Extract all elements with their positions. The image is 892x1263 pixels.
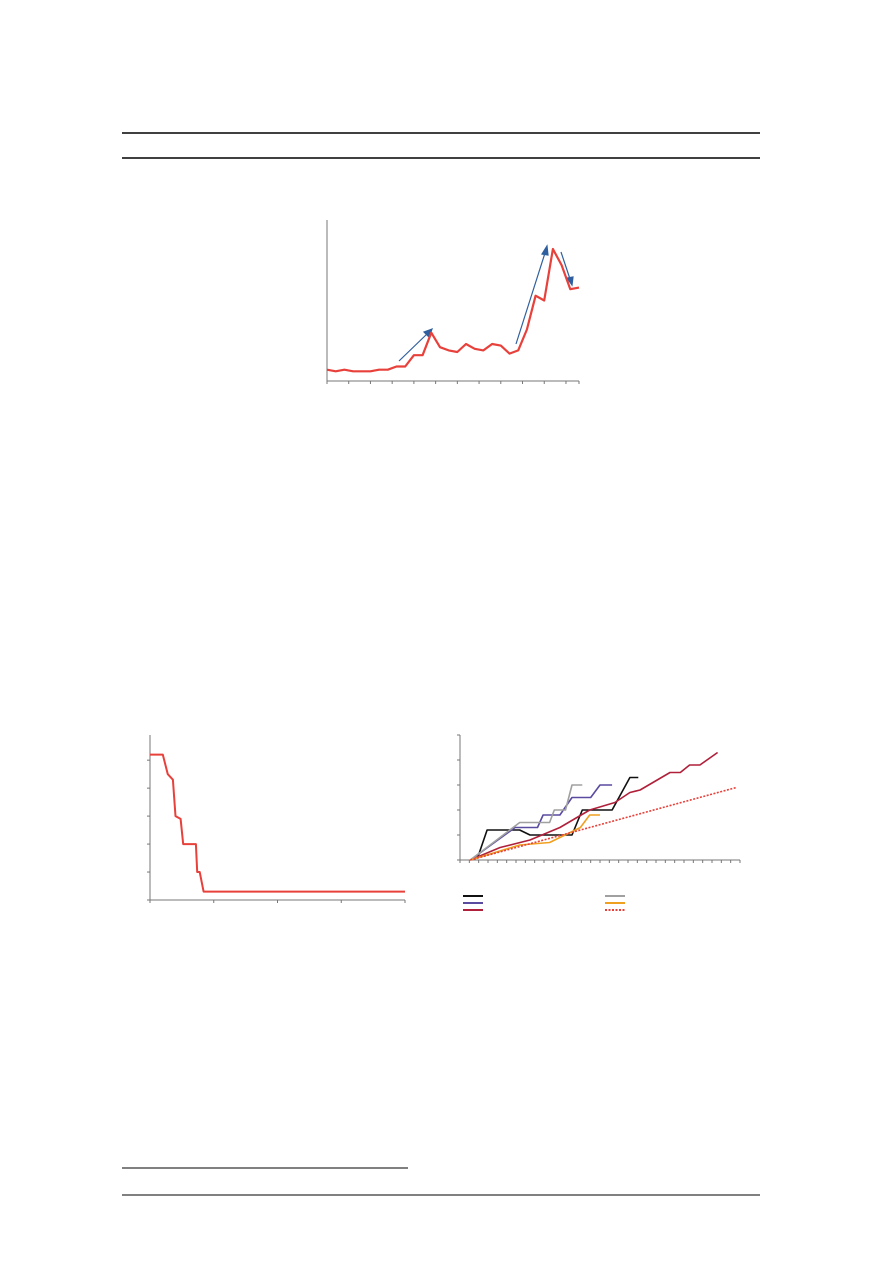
series-line [469, 784, 613, 861]
series-line [326, 247, 580, 373]
series-line [470, 776, 639, 861]
arrow [560, 251, 571, 280]
series-line [469, 784, 583, 861]
arrow [515, 252, 546, 345]
series-line [470, 786, 737, 861]
series-line [470, 814, 600, 861]
series-line [150, 753, 405, 893]
arrow [398, 332, 429, 362]
arrow-head [541, 244, 549, 256]
annotation-arrows [398, 244, 574, 362]
series-line [469, 751, 719, 861]
arrow-head [565, 276, 574, 287]
